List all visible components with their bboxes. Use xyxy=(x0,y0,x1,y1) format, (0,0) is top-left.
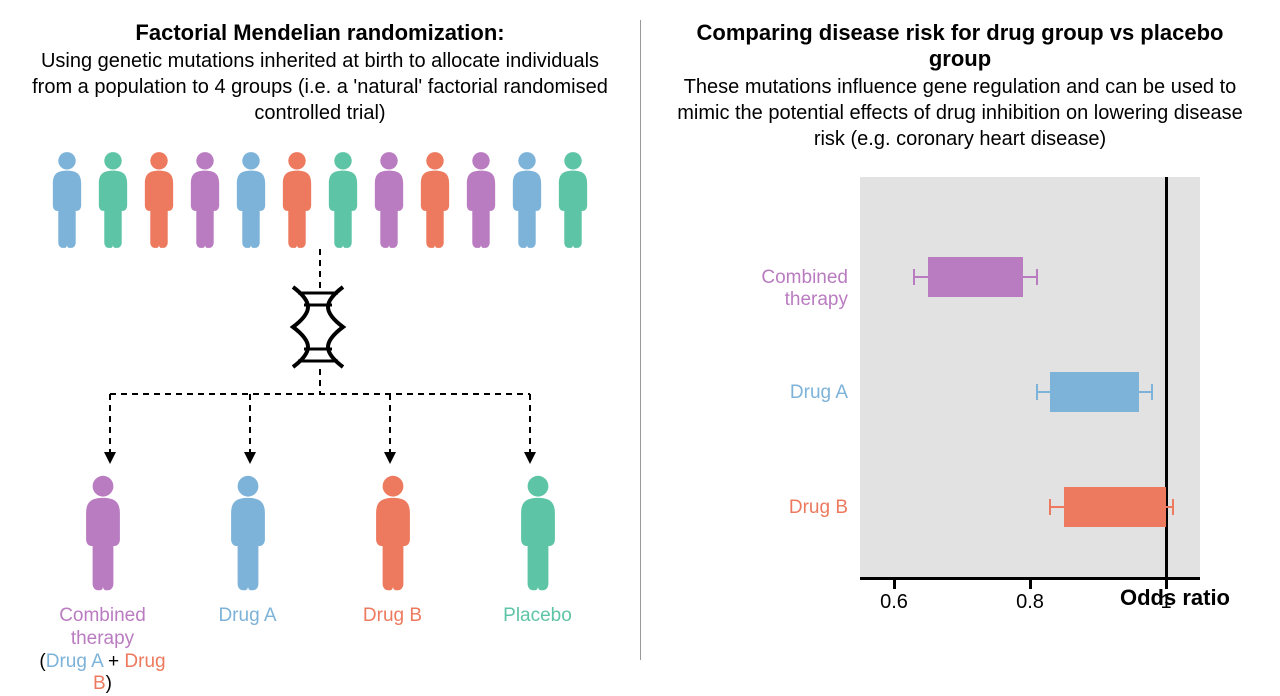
forest-box xyxy=(928,257,1023,297)
person-icon xyxy=(137,151,181,249)
person-icon xyxy=(275,151,319,249)
person-icon xyxy=(367,151,411,249)
person-icon xyxy=(551,151,595,249)
group-item: Placebo xyxy=(468,474,608,628)
right-header: Comparing disease risk for drug group vs… xyxy=(670,20,1250,152)
ci-cap xyxy=(913,269,915,285)
group-item: Drug B xyxy=(323,474,463,628)
left-subtitle: Using genetic mutations inherited at bir… xyxy=(30,48,610,126)
ci-cap xyxy=(1172,499,1174,515)
group-row: Combined therapy(Drug A + Drug B) Drug A… xyxy=(30,474,610,696)
person-icon xyxy=(45,151,89,249)
person-icon xyxy=(459,151,503,249)
person-icon xyxy=(222,474,274,597)
person-icon xyxy=(367,474,419,597)
forest-row-label: Combined therapy xyxy=(720,267,860,311)
person-icon xyxy=(229,151,273,249)
ci-cap xyxy=(1036,269,1038,285)
person-icon xyxy=(91,151,135,249)
forest-box xyxy=(1050,372,1138,412)
axis-title: Odds ratio xyxy=(1120,585,1230,611)
population-row xyxy=(30,151,610,249)
right-subtitle: These mutations influence gene regulatio… xyxy=(670,74,1250,152)
axis-tick xyxy=(1029,577,1032,589)
group-label: Placebo xyxy=(503,605,572,628)
group-label: Combined therapy(Drug A + Drug B) xyxy=(33,605,173,696)
group-label: Drug B xyxy=(363,605,422,628)
dna-section xyxy=(30,259,610,359)
person-icon xyxy=(413,151,457,249)
right-title: Comparing disease risk for drug group vs… xyxy=(670,20,1250,72)
branching-svg xyxy=(30,249,610,469)
group-item: Combined therapy(Drug A + Drug B) xyxy=(33,474,173,696)
person-icon xyxy=(183,151,227,249)
axis-tick xyxy=(893,577,896,589)
right-panel: Comparing disease risk for drug group vs… xyxy=(640,0,1280,693)
left-title: Factorial Mendelian randomization: xyxy=(30,20,610,46)
forest-row-label: Drug B xyxy=(720,497,860,519)
person-icon xyxy=(512,474,564,597)
group-label: Drug A xyxy=(218,605,276,628)
forest-row-label: Drug A xyxy=(720,382,860,404)
ci-cap xyxy=(1036,384,1038,400)
forest-plot: 0.60.81 Odds ratio Combined therapyDrug … xyxy=(720,177,1200,627)
ci-cap xyxy=(1151,384,1153,400)
person-icon xyxy=(77,474,129,597)
left-header: Factorial Mendelian randomization: Using… xyxy=(30,20,610,126)
left-panel: Factorial Mendelian randomization: Using… xyxy=(0,0,640,693)
person-icon xyxy=(321,151,365,249)
group-item: Drug A xyxy=(178,474,318,628)
axis-tick-label: 0.8 xyxy=(1016,591,1044,614)
plot-area xyxy=(860,177,1200,577)
person-icon xyxy=(505,151,549,249)
axis-tick-label: 0.6 xyxy=(880,591,908,614)
ci-cap xyxy=(1049,499,1051,515)
forest-box xyxy=(1064,487,1166,527)
